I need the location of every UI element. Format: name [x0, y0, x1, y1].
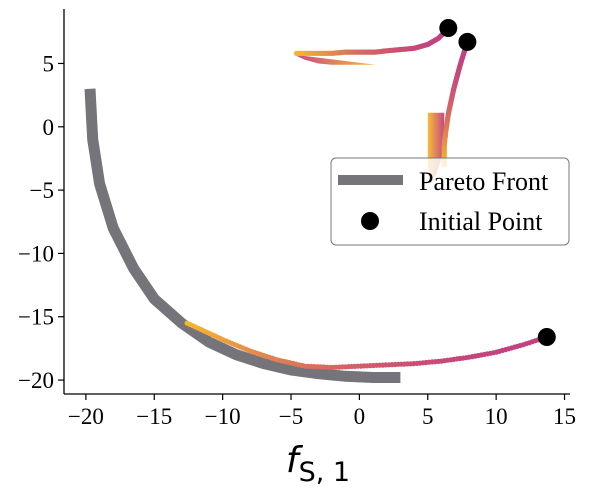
- trajectory-band: [293, 54, 376, 65]
- y-tick-label: −5: [30, 178, 54, 203]
- y-tick-label: −10: [18, 241, 54, 266]
- axes: [63, 9, 570, 395]
- legend: Pareto Front Initial Point: [330, 157, 570, 246]
- x-tick-label: 5: [422, 404, 434, 429]
- pareto-front-curve: [84, 88, 401, 383]
- x-tick-label: 10: [485, 404, 508, 429]
- initial-point: [439, 19, 458, 37]
- pareto-front-layer: [84, 88, 401, 383]
- y-tick-label: 0: [43, 115, 55, 140]
- x-ticks: −20 −15 −10 −5 0 5 10 15: [68, 394, 576, 429]
- x-tick-label: −20: [68, 404, 104, 429]
- x-axis-label-sub: S, 1: [299, 457, 350, 488]
- x-axis-label: fS, 1: [286, 440, 350, 488]
- initial-point: [458, 32, 477, 51]
- trajectory-point: [184, 320, 190, 326]
- legend-initial-label: Initial Point: [419, 207, 543, 236]
- trajectory-point: [293, 50, 300, 56]
- x-tick-label: −10: [205, 404, 241, 429]
- y-tick-label: −15: [18, 305, 54, 330]
- trajectory: [293, 25, 451, 65]
- legend-pareto-label: Pareto Front: [419, 167, 549, 196]
- x-tick-label: 15: [553, 404, 576, 429]
- legend-initial-swatch: [361, 212, 379, 230]
- x-tick-label: −5: [279, 404, 303, 429]
- initial-points-layer: [439, 19, 556, 346]
- x-tick-label: 0: [354, 404, 366, 429]
- trajectory: [184, 320, 550, 370]
- initial-point: [537, 328, 556, 346]
- y-tick-label: −20: [18, 368, 54, 393]
- x-tick-label: −15: [136, 404, 172, 429]
- y-tick-label: 5: [43, 51, 55, 76]
- y-ticks: 5 0 −5 −10 −15 −20: [18, 51, 64, 393]
